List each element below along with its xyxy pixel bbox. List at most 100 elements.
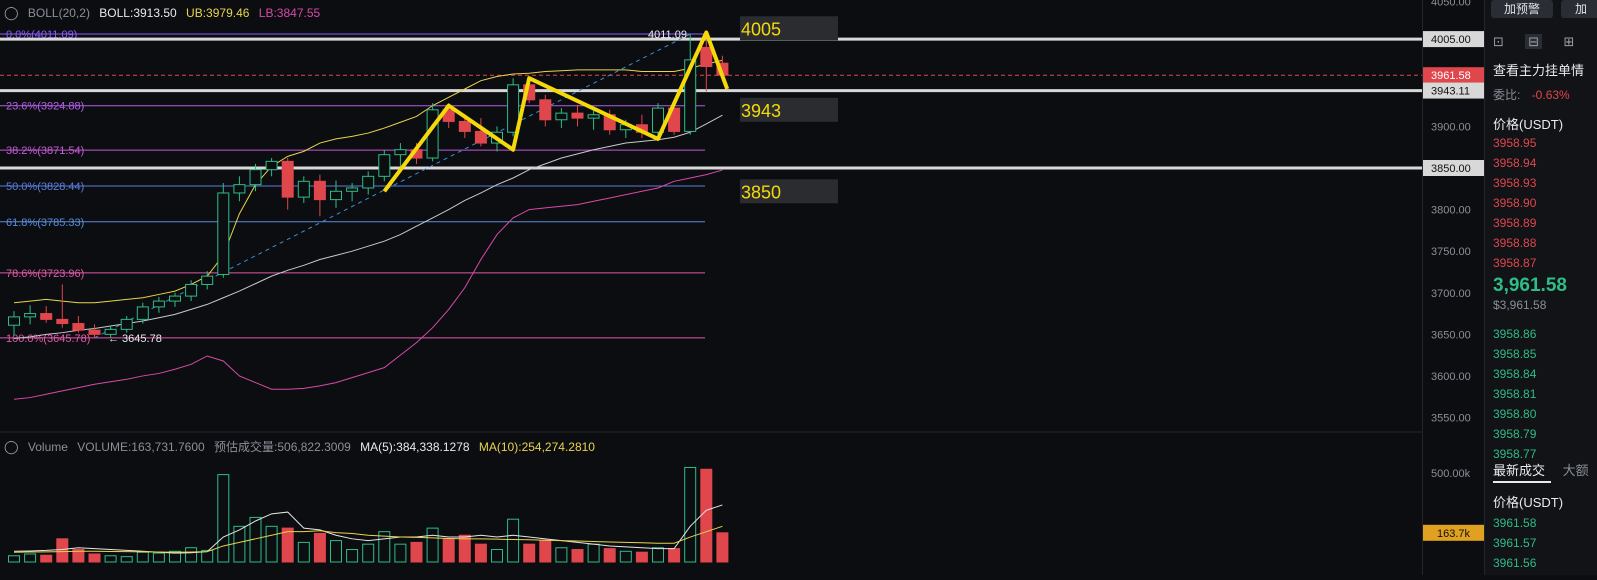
boll-legend: ◯ BOLL(20,2) BOLL:3913.50 UB:3979.46 LB:… (4, 5, 326, 21)
bid-row[interactable]: 3958.79 (1493, 427, 1537, 441)
volume-ma10-line (13, 525, 723, 553)
boll-label: BOLL(20,2) (27, 6, 90, 20)
volume-label: Volume (27, 440, 68, 454)
ask-row[interactable]: 3958.90 (1493, 196, 1537, 210)
candle-body (249, 169, 262, 186)
candle-body (233, 184, 246, 194)
fib-label: 50.0%(3828.44) (6, 181, 84, 193)
candle-body (507, 84, 520, 133)
current-price-tag (1423, 67, 1485, 84)
volume-bar (555, 547, 568, 563)
level-tag (1423, 82, 1485, 99)
axis-tick-label: 3943.11 (1431, 86, 1470, 98)
level-3850-label-box (740, 179, 838, 204)
trade-row[interactable]: 3961.57 (1493, 536, 1537, 550)
volume-bar (426, 527, 439, 563)
tab-latest-trades[interactable]: 最新成交 (1493, 463, 1546, 478)
bid-row[interactable]: 3958.85 (1493, 347, 1537, 361)
level-3943-label-box (740, 97, 838, 122)
candle-body (185, 283, 198, 297)
tab-large-trades[interactable]: 大额 (1562, 463, 1589, 478)
ask-row[interactable]: 3958.89 (1493, 216, 1537, 230)
candle-body (201, 275, 214, 285)
candle-body (394, 149, 407, 156)
asks-view-icon[interactable]: ⊞ (1563, 34, 1575, 49)
trades-price-header: 价格(USDT) (1493, 495, 1564, 510)
price-chart[interactable]: 0.0%(4011.09)23.6%(3924.88)38.2%(3871.54… (0, 0, 1422, 575)
trade-row[interactable]: 3961.58 (1493, 516, 1537, 530)
chart-area[interactable]: 0.0%(4011.09) 23.6%(3924.88) 38.2%(3871.54… (0, 0, 1422, 575)
fib-label: 78.6%(3723.96) (6, 268, 84, 280)
add-button[interactable]: 加 (1561, 0, 1597, 18)
candle-body (652, 107, 664, 133)
volume-bar (297, 541, 310, 563)
axis-tick-label: 3700.00 (1431, 288, 1471, 300)
volume-current-label: 163.7k (1437, 528, 1471, 540)
trade-row[interactable]: 3961.56 (1493, 556, 1537, 570)
ask-row[interactable]: 3958.88 (1493, 236, 1537, 250)
last-price: 3,961.58 (1493, 275, 1567, 296)
candle-body (281, 160, 294, 198)
volume-bar (281, 527, 294, 563)
volume-bar (40, 554, 53, 563)
level-4005-label-box (740, 16, 838, 41)
axis-tick-label: 3900.00 (1431, 121, 1471, 133)
ask-row[interactable]: 3958.94 (1493, 156, 1537, 170)
price-header: 价格(USDT) (1493, 117, 1564, 132)
order-book-title[interactable]: 查看主力挂单情 (1493, 63, 1585, 78)
fib-label: 61.8%(3785.33) (6, 217, 84, 229)
candle-body (24, 313, 37, 318)
low-price-label: ← 3645.78 (108, 333, 162, 345)
volume-bar (185, 547, 198, 563)
bid-row[interactable]: 3958.81 (1493, 387, 1537, 401)
candle-body (217, 192, 230, 275)
collapse-icon[interactable]: ◯ (4, 439, 19, 454)
price-axis[interactable]: 4050.00 4005.00 3961.58 3943.11 3900.00 3850.… (1422, 0, 1485, 575)
volume-bar (668, 548, 681, 563)
zigzag-annotation (382, 30, 730, 193)
add-alert-button[interactable]: 加预警 (1491, 0, 1553, 18)
candle-body (346, 187, 359, 192)
volume-legend: ◯ Volume VOLUME:163,731.7600 预估成交量:506,8… (4, 438, 601, 455)
fib-label: 100.0%(3645.78) (6, 333, 90, 345)
candle-body (169, 295, 181, 302)
bids-view-icon[interactable]: ⊟ (1525, 34, 1543, 49)
ask-row[interactable]: 3958.93 (1493, 176, 1537, 190)
order-ratio: 委比: -0.63% (1493, 86, 1570, 103)
level-3943-label: 3943 (741, 101, 781, 121)
candle-body (700, 46, 713, 68)
volume-bar (491, 549, 503, 563)
bid-row[interactable]: 3958.86 (1493, 327, 1537, 341)
ask-row[interactable]: 3958.95 (1493, 136, 1537, 150)
bid-row[interactable]: 3958.84 (1493, 367, 1537, 381)
volume-bar (507, 518, 520, 563)
volume-bar (474, 543, 487, 563)
candle-body (555, 112, 568, 121)
ma10-value: MA(10):254,274.2810 (478, 440, 595, 454)
ask-row[interactable]: 3958.87 (1493, 256, 1537, 270)
axis-tick-label: 4005.00 (1431, 34, 1471, 46)
order-book-view-toggles: ⊡ ⊟ ⊞ (1493, 34, 1574, 50)
order-book-panel: 加预警 加 ⊡ ⊟ ⊞ 查看主力挂单情 委比: -0.63% 价格(USDT) … (1484, 0, 1597, 575)
axis-tick-label: 3800.00 (1431, 205, 1471, 217)
level-tag (1423, 160, 1485, 177)
ub-value: UB:3979.46 (186, 6, 250, 20)
volume-bar (330, 540, 342, 563)
volume-bar (716, 532, 729, 563)
ratio-value: -0.63% (1531, 88, 1570, 102)
candle-body (684, 59, 697, 132)
candle-body (378, 154, 391, 177)
bell-icon[interactable]: ◯ (4, 5, 19, 20)
volume-bar (587, 543, 600, 563)
candle-body (587, 114, 600, 119)
volume-bar (394, 543, 407, 563)
bid-row[interactable]: 3958.80 (1493, 407, 1537, 421)
volume-bar (313, 532, 326, 563)
bid-row[interactable]: 3958.77 (1493, 447, 1537, 461)
level-tag (1423, 31, 1485, 48)
volume-bar (88, 553, 101, 563)
level-4005-label: 4005 (741, 19, 781, 39)
candle-body (8, 316, 20, 326)
high-price-label: 4011.09 (648, 29, 687, 41)
both-view-icon[interactable]: ⊡ (1493, 34, 1504, 49)
